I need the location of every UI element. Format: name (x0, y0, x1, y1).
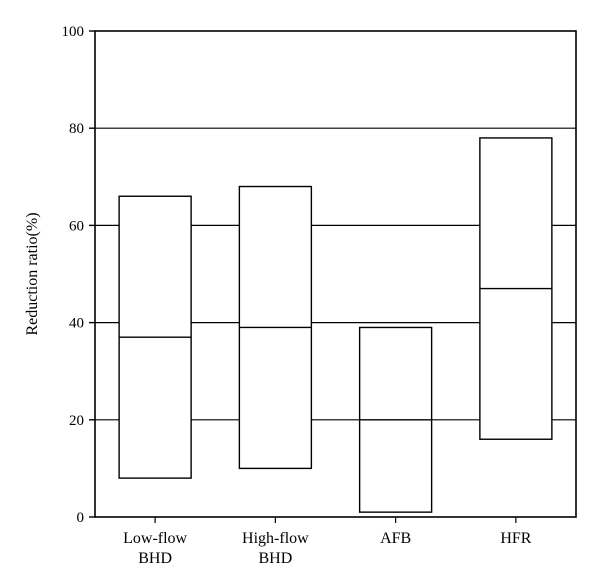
box-layer (118, 137, 553, 513)
x-tick-label-0-0: Low-flow (123, 530, 187, 547)
y-tick-label-100: 100 (62, 24, 85, 40)
x-tick-label-2-0: AFB (380, 530, 411, 547)
y-tick-label-20: 20 (69, 413, 84, 429)
x-tick-label-3-0: HFR (500, 530, 531, 547)
y-axis-title: Reduction ratio(%) (24, 212, 41, 335)
axis-layer: Low-flow BHD High-flow BHD AFB HFR 0 20 40 60 80 10… (62, 24, 577, 567)
x-tick-label-1-0: High-flow (242, 530, 309, 547)
y-tick-label-80: 80 (69, 121, 84, 137)
plot-frame (94, 30, 577, 518)
y-tick-label-60: 60 (69, 218, 84, 234)
x-tick-label-0-1: BHD (138, 550, 172, 567)
x-tick-label-1-1: BHD (258, 550, 292, 567)
y-tick-label-40: 40 (69, 316, 84, 332)
y-tick-label-0: 0 (77, 510, 85, 526)
